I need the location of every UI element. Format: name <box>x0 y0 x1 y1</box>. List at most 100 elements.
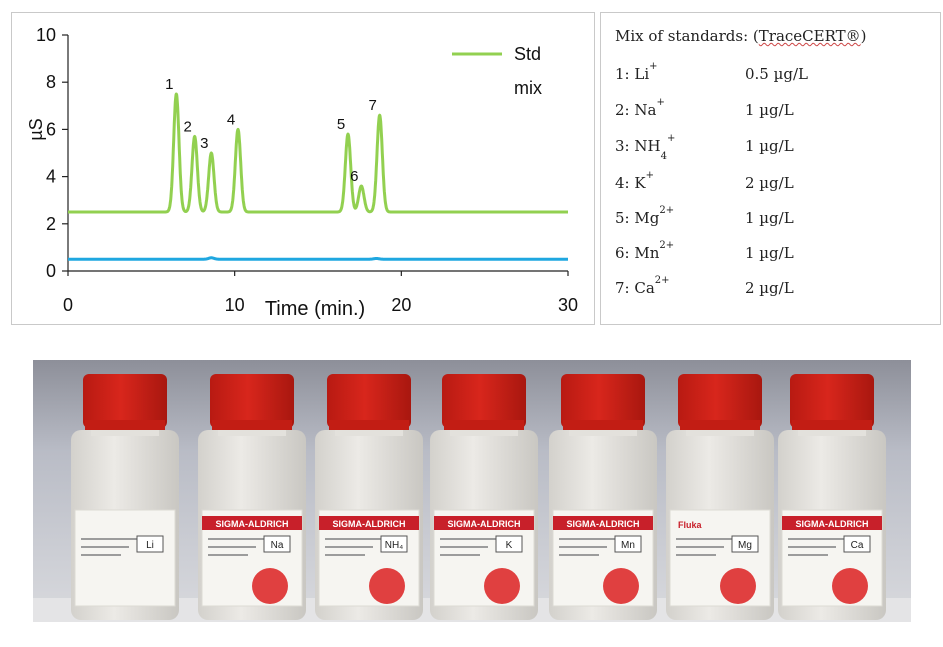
ion-charge: + <box>656 97 665 108</box>
label-text-line <box>559 546 607 548</box>
bottle-cap <box>678 374 762 428</box>
y-tick-label: 10 <box>36 25 56 45</box>
element-box <box>843 535 871 553</box>
element-box <box>263 535 291 553</box>
y-axis-label: µS <box>26 118 46 140</box>
bottle: Li <box>71 374 179 620</box>
legend-row-1: 1: Li+ 0.5 µg/L <box>615 61 808 89</box>
label-text-line <box>325 554 365 556</box>
red-dot-sticker <box>484 568 520 604</box>
bottle: SIGMA-ALDRICH K <box>430 374 538 620</box>
legend-title-brand: TraceCERT® <box>758 27 861 45</box>
y-tick-label: 6 <box>46 119 56 139</box>
bottle-label <box>74 509 176 607</box>
brand-text: SIGMA-ALDRICH <box>567 519 640 529</box>
label-text-line <box>676 554 716 556</box>
cap-ring <box>680 420 760 430</box>
chromatogram-chart: 0 2 4 6 8 10 0 10 20 30 Time (min.) µS 1 2 3 4 5 6 7 Std mix <box>11 12 595 325</box>
brand-text: SIGMA-ALDRICH <box>216 519 289 529</box>
ion-symbol: 5: Mg <box>615 209 660 227</box>
legend-row-5: 5: Mg2+ 1 µg/L <box>615 205 794 233</box>
cap-ring <box>85 420 165 430</box>
ion-symbol: 6: Mn <box>615 244 660 262</box>
bottle: SIGMA-ALDRICH NH₄ <box>315 374 423 620</box>
ion-concentration: 1 µg/L <box>745 244 794 262</box>
bottle: Fluka Mg <box>666 374 774 620</box>
ion-charge: + <box>645 170 654 181</box>
bottle-cap <box>210 374 294 428</box>
element-symbol: Na <box>271 540 284 551</box>
element-box <box>614 535 642 553</box>
ion-charge: 2+ <box>659 240 675 251</box>
label-text-line <box>325 538 381 540</box>
ion-charge: + <box>649 61 658 72</box>
label-text-line <box>81 554 121 556</box>
label-text-line <box>559 554 599 556</box>
bottle-cap <box>83 374 167 428</box>
red-dot-sticker <box>252 568 288 604</box>
element-symbol: Li <box>146 540 154 551</box>
legend-ion: 6: Mn2+ <box>615 240 745 262</box>
y-tick-label: 2 <box>46 214 56 234</box>
legend-label-std-mix: Std <box>514 44 541 64</box>
brand-band <box>319 516 419 530</box>
element-symbol: Mg <box>738 540 752 551</box>
cap-ring <box>563 420 643 430</box>
peak-label: 4 <box>227 111 235 128</box>
ion-symbol: 3: NH <box>615 137 661 155</box>
ion-concentration: 1 µg/L <box>745 209 794 227</box>
legend-title-prefix: Mix of standards: ( <box>615 27 759 45</box>
ion-symbol: 2: Na <box>615 101 657 119</box>
legend-row-3: 3: NH4 + 1 µg/L <box>615 133 794 162</box>
label-text-line <box>676 546 724 548</box>
peak-label: 6 <box>350 168 358 185</box>
red-dot-sticker <box>832 568 868 604</box>
cap-ring <box>792 420 872 430</box>
legend-ion: 2: Na+ <box>615 97 745 119</box>
brand-band <box>553 516 653 530</box>
legend-ion: 7: Ca2+ <box>615 275 745 297</box>
x-tick-label: 10 <box>225 295 245 315</box>
brand-text: SIGMA-ALDRICH <box>333 519 406 529</box>
x-axis-label: Time (min.) <box>265 298 365 320</box>
label-text-line <box>440 538 496 540</box>
label-text-line <box>676 538 732 540</box>
peak-label: 7 <box>368 97 376 114</box>
ion-symbol: 4: K <box>615 174 646 192</box>
label-text-line <box>325 546 373 548</box>
element-symbol: NH₄ <box>385 540 404 551</box>
bottle-cap <box>561 374 645 428</box>
brand-text: SIGMA-ALDRICH <box>796 519 869 529</box>
label-text-line <box>81 546 129 548</box>
series-blank-line <box>66 256 570 261</box>
legend-title: Mix of standards: (TraceCERT®) <box>615 27 866 45</box>
brand-band <box>202 516 302 530</box>
label-text-line <box>208 546 256 548</box>
brand-text: Fluka <box>678 520 703 530</box>
bottle: SIGMA-ALDRICH Ca <box>778 374 886 620</box>
standards-bottles-photo: Li SIGMA-ALDRICH Na SIGMA-ALDRICH NH₄ SIGMA-A… <box>33 360 911 622</box>
bottle-cap <box>790 374 874 428</box>
bottle-cap <box>442 374 526 428</box>
peak-label: 1 <box>165 76 173 93</box>
peak-label: 3 <box>200 135 208 152</box>
element-box <box>136 535 164 553</box>
legend-ion: 3: NH4 + <box>615 133 745 162</box>
label-text-line <box>788 538 844 540</box>
element-box <box>380 535 408 553</box>
ion-concentration: 1 µg/L <box>745 137 794 155</box>
ion-symbol: 7: Ca <box>615 279 655 297</box>
x-tick-label: 30 <box>558 295 578 315</box>
legend-ion: 4: K+ <box>615 170 745 192</box>
standards-legend-panel: Mix of standards: (TraceCERT®) 1: Li+ 0.5… <box>600 12 941 325</box>
label-text-line <box>440 546 488 548</box>
brand-band <box>434 516 534 530</box>
bottles-photo-svg: LiSIGMA-ALDRICHNaSIGMA-ALDRICHNH₄SIGMA-A… <box>33 360 911 622</box>
brand-band <box>782 516 882 530</box>
peak-label: 5 <box>337 116 345 133</box>
label-text-line <box>81 538 137 540</box>
label-text-line <box>559 538 615 540</box>
bottle-cap <box>327 374 411 428</box>
legend-row-6: 6: Mn2+ 1 µg/L <box>615 240 794 268</box>
